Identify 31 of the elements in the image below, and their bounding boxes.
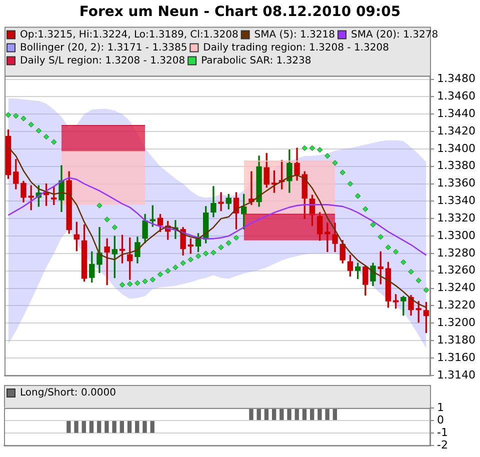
y-tick-label: 1.3200	[437, 316, 476, 330]
legend-label: Bollinger (20, 2): 1.3171 - 1.3385	[20, 42, 188, 54]
y-tick-label: 1.3320	[437, 211, 476, 224]
y-tick-label: 1.3220	[437, 298, 476, 312]
legend-label: Daily trading region: 1.3208 - 1.3208	[203, 42, 389, 54]
legend-label: SMA (20): 1.3278	[351, 29, 438, 40]
y-tick-label: 1.3240	[437, 281, 476, 294]
y-tick-label: 1.3300	[437, 228, 476, 242]
y-tick-label: 1.3360	[437, 176, 476, 190]
y-tick-label: -1	[437, 426, 448, 439]
y-tick-label: 1.3480	[437, 72, 476, 86]
legend-label: Op:1.3215, Hi:1.3224, Lo:1.3189, Cl:1.3208	[20, 29, 238, 40]
y-tick-label: 1.3160	[437, 350, 476, 364]
y-tick-label: 1.3180	[437, 333, 476, 346]
legend-label: Long/Short: 0.0000	[20, 388, 116, 399]
y-tick-label: 1.3420	[437, 124, 476, 138]
legend-label: Daily S/L region: 1.3208 - 1.3208	[20, 55, 186, 66]
y-tick-label: 1.3440	[437, 106, 476, 120]
y-tick-label: 1.3340	[437, 194, 476, 208]
y-tick-label: -2	[437, 438, 448, 452]
y-tick-label: 1.3260	[437, 264, 476, 277]
y-tick-label: 1.3380	[437, 159, 476, 172]
y-tick-label: 1.3460	[437, 90, 476, 103]
y-tick-label: 0	[437, 413, 444, 426]
y-tick-label: 1.3140	[437, 368, 476, 382]
y-tick-label: 1.3400	[437, 142, 476, 155]
legend-label: SMA (5): 1.3218	[254, 29, 336, 40]
legend-label: Parabolic SAR: 1.3238	[201, 55, 312, 66]
y-tick-label: 1.3280	[437, 246, 476, 260]
y-tick-label: 1	[437, 400, 444, 414]
chart-title: Forex um Neun - Chart 08.12.2010 09:05	[79, 4, 401, 20]
